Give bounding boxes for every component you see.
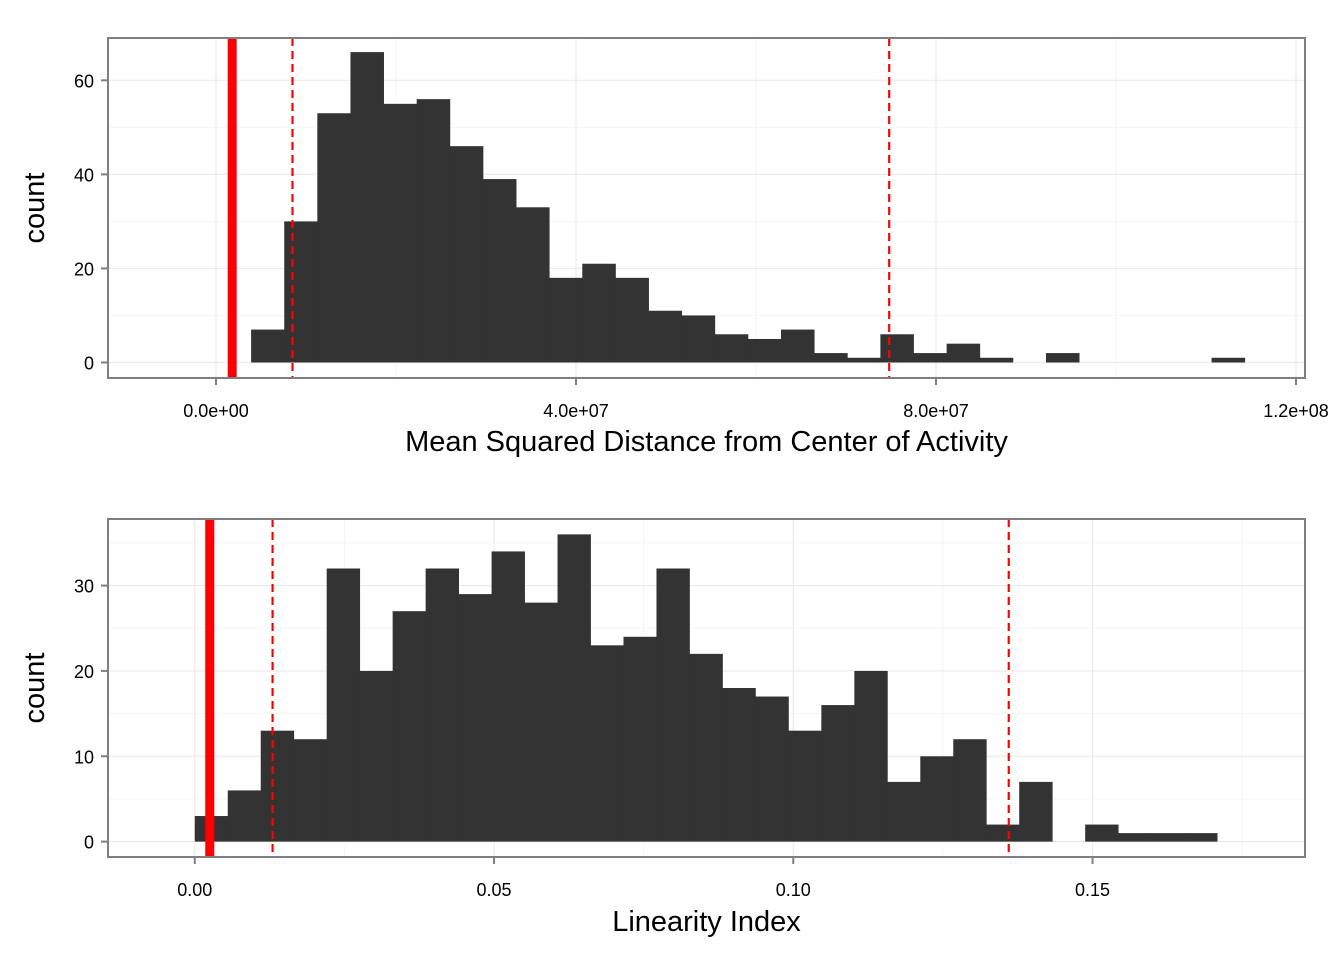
histogram-bar (1045, 353, 1080, 363)
histogram-bar (549, 277, 583, 363)
histogram-bar (887, 781, 921, 842)
histogram-bar (383, 103, 418, 363)
x-tick-label: 1.2e+08 (1263, 401, 1329, 421)
y-tick-label: 20 (74, 662, 94, 682)
histogram-bars (251, 52, 1246, 363)
histogram-bar (880, 334, 914, 363)
histogram-bar (623, 636, 657, 842)
x-axis-title: Mean Squared Distance from Center of Act… (405, 426, 1008, 458)
axis-ticks: 0.00 0.05 0.10 0.15 0 10 20 30 (74, 577, 1110, 900)
histogram-bar (953, 739, 987, 842)
histogram-bars (194, 534, 1218, 842)
histogram-bar (293, 739, 328, 842)
histogram-bar (814, 353, 848, 363)
reference-lines (227, 38, 891, 378)
x-tick-label: 4.0e+07 (543, 401, 609, 421)
y-axis-title: count (19, 173, 51, 244)
histogram-bar (681, 315, 716, 363)
histogram-bar (946, 343, 981, 363)
x-tick-label: 0.10 (776, 880, 811, 900)
histogram-bar (1019, 781, 1053, 842)
histogram-bar (590, 645, 624, 842)
panel-border (107, 37, 1306, 379)
y-tick-label: 0 (84, 353, 94, 373)
y-axis-title: count (19, 653, 51, 724)
histogram-bar (1211, 357, 1246, 363)
histogram-bar (689, 653, 723, 842)
x-tick-label: 0.00 (177, 880, 212, 900)
histogram-bar (449, 146, 484, 363)
histogram-bar (656, 568, 690, 842)
histogram-panel-1: 0.0e+00 4.0e+07 8.0e+07 1.2e+08 0 20 40 60 Mean … (19, 37, 1329, 458)
histogram-bar (747, 338, 782, 363)
histogram-bar (416, 99, 451, 363)
histogram-bar (359, 670, 394, 842)
histogram-bar (425, 568, 460, 842)
histogram-bar (482, 179, 517, 363)
histogram-bar (722, 688, 756, 842)
histogram-panel-2: 0.00 0.05 0.10 0.15 0 10 20 30 Linearity Index co… (19, 518, 1306, 938)
histogram-bar (284, 221, 318, 363)
y-tick-label: 10 (74, 747, 94, 767)
x-axis-title: Linearity Index (612, 906, 801, 938)
x-tick-label: 0.15 (1075, 880, 1110, 900)
histogram-bar (1118, 833, 1152, 842)
reference-lines (205, 519, 1010, 857)
x-tick-label: 0.0e+00 (183, 401, 249, 421)
histogram-bar (920, 756, 954, 842)
histogram-bar (251, 329, 285, 363)
histogram-bar (986, 824, 1020, 842)
x-tick-label: 0.05 (477, 880, 512, 900)
histogram-bar (260, 730, 295, 842)
histogram-bar (557, 534, 591, 842)
y-tick-label: 20 (74, 259, 94, 279)
histogram-bar (582, 263, 616, 363)
y-tick-label: 30 (74, 577, 94, 597)
panel-border (107, 518, 1306, 858)
histogram-bar (1151, 833, 1185, 842)
histogram-bar (458, 594, 492, 842)
histogram-bar (1184, 833, 1218, 842)
histogram-bar (524, 602, 558, 842)
histogram-bar (491, 551, 525, 842)
histogram-bar (326, 568, 361, 842)
histogram-bar (755, 696, 789, 842)
histogram-bar (516, 207, 550, 363)
histogram-bar (227, 790, 262, 842)
histogram-bar (714, 334, 749, 363)
histogram-bar (979, 357, 1014, 363)
histogram-bar (854, 670, 888, 842)
histogram-bar (781, 329, 815, 363)
histogram-bar (350, 52, 384, 363)
histogram-bar (788, 730, 822, 842)
y-tick-label: 40 (74, 165, 94, 185)
histogram-bar (615, 277, 649, 363)
y-tick-label: 0 (84, 833, 94, 853)
histogram-bar (821, 705, 855, 842)
histogram-bar (1085, 824, 1119, 842)
histogram-bar (913, 353, 948, 363)
x-tick-label: 8.0e+07 (903, 401, 969, 421)
axis-ticks: 0.0e+00 4.0e+07 8.0e+07 1.2e+08 0 20 40 60 (74, 71, 1329, 421)
histogram-bar (847, 357, 881, 363)
histogram-bar (648, 310, 683, 363)
histogram-bar (317, 113, 351, 363)
histogram-bar (392, 611, 427, 842)
y-tick-label: 60 (74, 71, 94, 91)
